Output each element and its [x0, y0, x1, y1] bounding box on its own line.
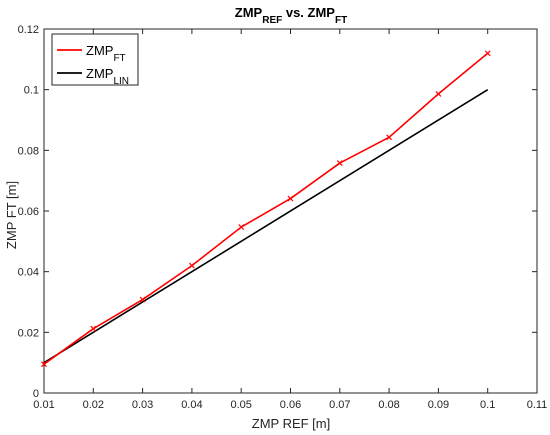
x-tick-label: 0.11 — [527, 399, 548, 411]
x-tick-label: 0.09 — [428, 399, 449, 411]
y-tick-label: 0.04 — [18, 267, 39, 279]
x-tick-label: 0.03 — [132, 399, 153, 411]
series-line-lin — [43, 88, 489, 364]
data-point — [484, 50, 491, 57]
legend-label: ZMPLIN — [86, 66, 129, 87]
chart-title: ZMPREF vs. ZMPFT — [235, 5, 347, 26]
data-point-stroke — [386, 134, 393, 141]
data-point-stroke — [336, 160, 343, 166]
y-axis: 0 0.02 0.04 0.06 0.08 0.1 0.12 — [18, 24, 537, 400]
x-tick-label: 0.04 — [181, 399, 202, 411]
legend-label-base: ZMP — [86, 66, 113, 81]
chart-title-part: vs. ZMP — [282, 5, 335, 20]
y-tick-label: 0.08 — [18, 145, 39, 157]
y-tick-label: 0.06 — [18, 206, 39, 218]
x-axis-title: ZMP REF [m] — [252, 416, 330, 431]
x-tick-label: 0.07 — [329, 399, 350, 411]
legend-label: ZMPFT — [86, 43, 126, 64]
data-point — [238, 224, 245, 231]
legend-label-sub: LIN — [113, 76, 129, 87]
data-point-stroke — [90, 325, 97, 332]
chart-title-part: ZMP — [235, 5, 263, 20]
data-point-stroke — [139, 296, 146, 303]
data-point — [188, 262, 195, 269]
y-tick-label: 0 — [33, 388, 39, 400]
x-tick-label: 0.02 — [83, 399, 104, 411]
x-tick-label: 0.01 — [33, 399, 54, 411]
legend-label-sub: FT — [113, 53, 125, 64]
y-tick-label: 0.12 — [18, 24, 39, 36]
x-tick-label: 0.06 — [280, 399, 301, 411]
y-axis-title: ZMP FT [m] — [4, 181, 19, 249]
data-point-stroke — [238, 224, 245, 231]
x-tick-label: 0.1 — [480, 399, 495, 411]
data-point — [386, 134, 393, 141]
data-point-stroke — [435, 90, 442, 97]
data-point-stroke — [41, 361, 47, 368]
x-tick-label: 0.05 — [230, 399, 251, 411]
data-point — [41, 361, 47, 368]
series-layer — [41, 50, 491, 368]
data-point — [287, 195, 294, 202]
data-point-stroke — [287, 195, 294, 202]
data-point — [336, 160, 343, 166]
y-tick-label: 0.02 — [18, 327, 39, 339]
chart-title-part: REF — [262, 15, 282, 26]
plot-area: 0.01 0.02 0.03 0.04 0.05 0.06 0.07 0.08 0.09 0.1 0… — [18, 24, 548, 411]
data-point — [90, 325, 97, 332]
data-point — [435, 90, 442, 97]
legend-label-base: ZMP — [86, 43, 113, 58]
series-line-ft — [43, 52, 489, 365]
legend-box — [51, 33, 139, 86]
x-tick-label: 0.08 — [378, 399, 399, 411]
data-point-stroke — [484, 50, 491, 57]
data-point — [139, 296, 146, 303]
y-tick-label: 0.1 — [24, 85, 39, 97]
chart-title-part: FT — [335, 15, 347, 26]
data-point-stroke — [188, 262, 195, 269]
x-axis: 0.01 0.02 0.03 0.04 0.05 0.06 0.07 0.08 0.09 0.1 0… — [33, 29, 547, 411]
